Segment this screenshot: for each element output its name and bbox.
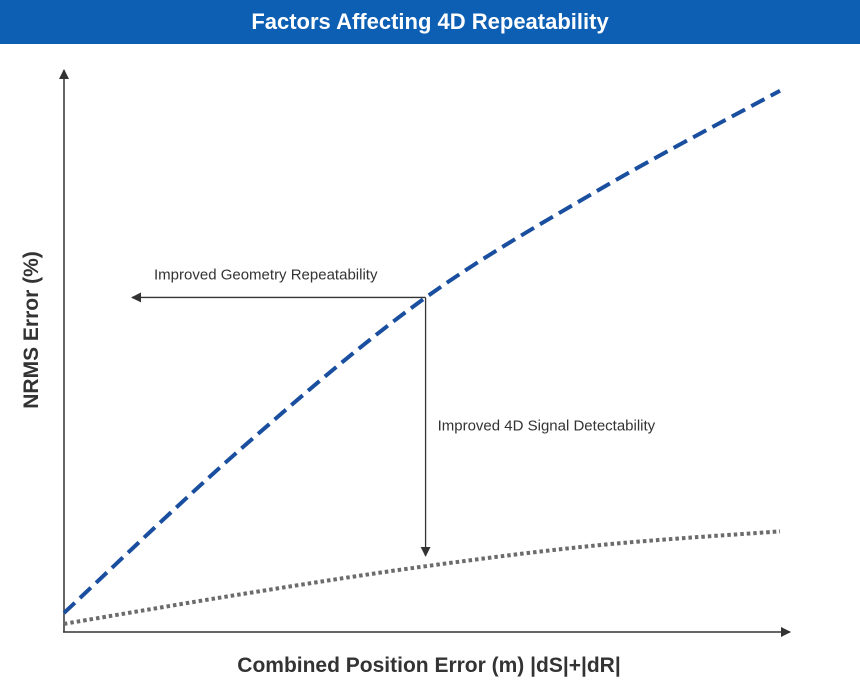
y-axis-title: NRMS Error (%): [20, 251, 43, 409]
series-line-dashed: [62, 88, 781, 615]
x-axis-title: Combined Position Error (m) |dS|+|dR|: [237, 654, 620, 677]
chart-title: Factors Affecting 4D Repeatability: [0, 0, 860, 44]
annotation-geometry: Improved Geometry Repeatability: [154, 266, 378, 283]
annotation-detectability: Improved 4D Signal Detectability: [438, 417, 656, 434]
series-line-dotted: [63, 529, 781, 626]
